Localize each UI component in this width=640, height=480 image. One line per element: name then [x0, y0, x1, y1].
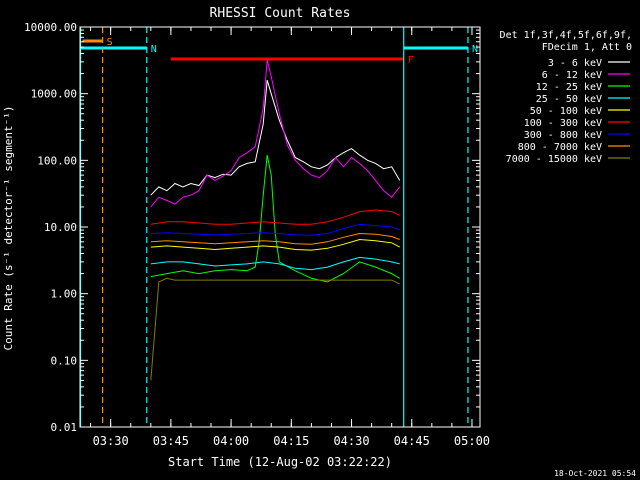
- legend-label: 300 - 800 keV: [524, 130, 602, 141]
- series-line: [150, 223, 400, 236]
- timestamp-label: 18-Oct-2021 05:54: [554, 469, 636, 478]
- legend-label: 7000 - 15000 keV: [506, 154, 602, 165]
- flag-label: N: [472, 44, 478, 55]
- x-tick-label: 04:00: [213, 434, 249, 448]
- y-tick-label: 0.01: [51, 421, 78, 434]
- legend-label: 25 - 50 keV: [536, 94, 602, 105]
- series-line: [150, 277, 400, 381]
- series-line: [150, 79, 401, 196]
- legend-label: 6 - 12 keV: [542, 70, 602, 81]
- y-axis-label: Count Rate (s⁻¹ detector⁻¹ segment⁻¹): [2, 105, 15, 350]
- series-layer: [150, 59, 401, 381]
- legend-header-line-1: Det 1f,3f,4f,5f,6f,9f,: [500, 30, 632, 41]
- legend-label: 50 - 100 keV: [530, 106, 602, 117]
- y-tick-label: 10.00: [44, 221, 77, 234]
- flag-label: N: [151, 44, 157, 55]
- y-tick-label: 10000.00: [24, 21, 77, 34]
- series-line: [150, 232, 400, 245]
- legend-label: 800 - 7000 keV: [518, 142, 602, 153]
- x-axis-label: Start Time (12-Aug-02 03:22:22): [168, 455, 392, 469]
- chart-title: RHESSI Count Rates: [210, 6, 351, 21]
- series-line: [150, 238, 400, 251]
- y-tick-label: 1.00: [51, 288, 78, 301]
- x-tick-label: 03:45: [153, 434, 189, 448]
- y-tick-label: 1000.00: [31, 88, 77, 101]
- axes-layer: 0.01 0.10 1.00 10.00 100.00 1000.00 10000.00 03…: [24, 21, 490, 448]
- flag-label: F: [408, 55, 414, 66]
- flag-label: S: [107, 37, 113, 48]
- vertical-marker-layer: [79, 27, 469, 427]
- x-tick-label: 05:00: [454, 434, 490, 448]
- legend-header-line-2: FDecim 1, Att 0: [542, 42, 632, 53]
- legend-label: 100 - 300 keV: [524, 118, 602, 129]
- flag-layer: S N N F: [80, 37, 478, 66]
- legend-label: 12 - 25 keV: [536, 82, 602, 93]
- series-line: [150, 256, 400, 271]
- y-tick-label: 100.00: [37, 154, 77, 167]
- series-line: [150, 209, 400, 225]
- x-tick-label: 03:30: [93, 434, 129, 448]
- series-line: [150, 155, 400, 283]
- x-tick-label: 04:30: [333, 434, 369, 448]
- legend-label: 3 - 6 keV: [548, 58, 602, 69]
- y-tick-label: 0.10: [51, 354, 78, 367]
- x-tick-label: 04:15: [273, 434, 309, 448]
- plot-frame: [79, 26, 481, 428]
- x-tick-label: 04:45: [394, 434, 430, 448]
- series-line: [150, 59, 401, 208]
